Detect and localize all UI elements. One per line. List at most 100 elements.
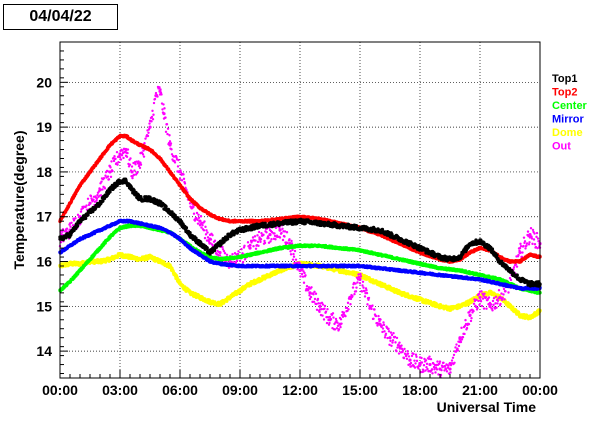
trace-dot-out <box>102 176 106 180</box>
trace-dot-out <box>179 169 182 172</box>
trace-dot-out <box>463 324 467 328</box>
trace-dot-out <box>301 267 304 271</box>
trace-dot-out <box>112 159 116 163</box>
trace-dot-out <box>484 296 488 299</box>
trace-dot-out <box>77 216 81 219</box>
trace-dot-out <box>109 166 112 169</box>
trace-dot-out <box>281 227 284 230</box>
trace-dot-out <box>250 241 253 244</box>
trace-dot-out <box>384 332 388 335</box>
trace-dot-out <box>125 155 129 158</box>
trace-dot-out <box>290 242 294 245</box>
trace-dot-out <box>166 127 170 130</box>
trace-dot-out <box>504 290 507 293</box>
trace-dot-out <box>293 249 297 253</box>
trace-dot-out <box>397 343 400 346</box>
trace-dot-out <box>472 309 475 313</box>
trace-dot-out <box>477 292 481 296</box>
trace-dot-out <box>339 318 343 321</box>
trace-dot-out <box>141 153 145 156</box>
series-dome <box>58 252 542 321</box>
trace-dot-out <box>221 248 225 251</box>
trace-dot-out <box>354 282 357 285</box>
trace-dot-out <box>453 361 456 364</box>
trace-dot-out <box>526 230 530 233</box>
trace-dot-out <box>515 265 519 268</box>
date-label: 04/04/22 <box>3 4 118 30</box>
trace-dot-out <box>379 318 382 321</box>
trace-dot-out <box>403 347 406 351</box>
trace-dot-out <box>296 268 299 271</box>
trace-dot-out <box>413 359 416 362</box>
trace-dot-out <box>525 244 528 247</box>
trace-dot-out <box>150 120 153 123</box>
trace-dot-out <box>200 226 203 229</box>
trace-dot-out <box>107 178 111 181</box>
trace-dot-out <box>323 304 327 308</box>
plot-area <box>58 85 542 379</box>
trace-dot-out <box>314 292 318 295</box>
trace-dot-out <box>71 224 75 227</box>
data-point-out <box>448 367 452 371</box>
trace-dot-out <box>158 86 161 89</box>
trace-dot-out <box>204 225 207 229</box>
trace-dot-out <box>354 290 358 293</box>
trace-dot-out <box>456 349 460 352</box>
trace-dot-out <box>160 93 163 96</box>
trace-dot-out <box>163 107 166 110</box>
trace-dot-out <box>536 237 540 240</box>
trace-dot-out <box>129 169 133 172</box>
trace-dot-out <box>409 361 413 365</box>
trace-dot-out <box>428 355 431 358</box>
trace-dot-out <box>487 296 491 299</box>
trace-dot-out <box>370 307 373 311</box>
trace-dot-out <box>361 284 364 287</box>
trace-dot-out <box>133 169 136 172</box>
trace-dot-out <box>460 338 464 341</box>
trace-dot-out <box>381 330 384 334</box>
trace-dot-out <box>152 113 155 116</box>
trace-dot-out <box>280 231 283 235</box>
trace-dot-out <box>414 362 417 365</box>
trace-dot-out <box>65 227 69 230</box>
trace-dot-out <box>198 219 201 223</box>
trace-dot-out <box>106 175 110 178</box>
trace-dot-out <box>414 353 418 356</box>
trace-dot-out <box>423 357 426 361</box>
trace-dot-out <box>305 285 309 288</box>
trace-dot-out <box>143 141 146 145</box>
trace-dot-out <box>278 226 281 230</box>
trace-dot-out <box>420 356 423 360</box>
trace-dot-out <box>303 271 306 275</box>
trace-dot-out <box>204 233 208 236</box>
trace-dot-out <box>310 286 313 289</box>
trace-dot-out <box>86 197 90 200</box>
trace-dot-out <box>351 294 354 298</box>
trace-dot-out <box>323 307 326 310</box>
data-point-out <box>308 291 312 295</box>
trace-dot-out <box>115 150 119 154</box>
trace-dot-out <box>358 282 362 285</box>
trace-dot-out <box>148 122 151 125</box>
trace-dot-out <box>304 274 307 277</box>
trace-dot-out <box>395 349 398 353</box>
trace-dot-out <box>533 232 536 235</box>
trace-dot-out <box>126 151 129 155</box>
trace-dot-out <box>356 281 359 284</box>
trace-dot-out <box>472 302 476 305</box>
trace-dot-out <box>359 272 362 276</box>
trace-dot-out <box>312 300 316 303</box>
trace-dot-out <box>316 297 320 301</box>
trace-dot-out <box>525 242 529 245</box>
trace-dot-out <box>136 170 139 174</box>
trace-dot-out <box>104 174 107 177</box>
trace-dot-out <box>449 371 452 374</box>
trace-dot-out <box>235 259 239 262</box>
trace-dot-out <box>451 356 455 360</box>
trace-dot-out <box>265 231 268 234</box>
trace-dot-out <box>197 213 200 216</box>
trace-dot-out <box>519 242 522 246</box>
data-point-out <box>278 228 282 232</box>
trace-dot-out <box>390 333 394 337</box>
trace-dot-out <box>338 322 341 326</box>
